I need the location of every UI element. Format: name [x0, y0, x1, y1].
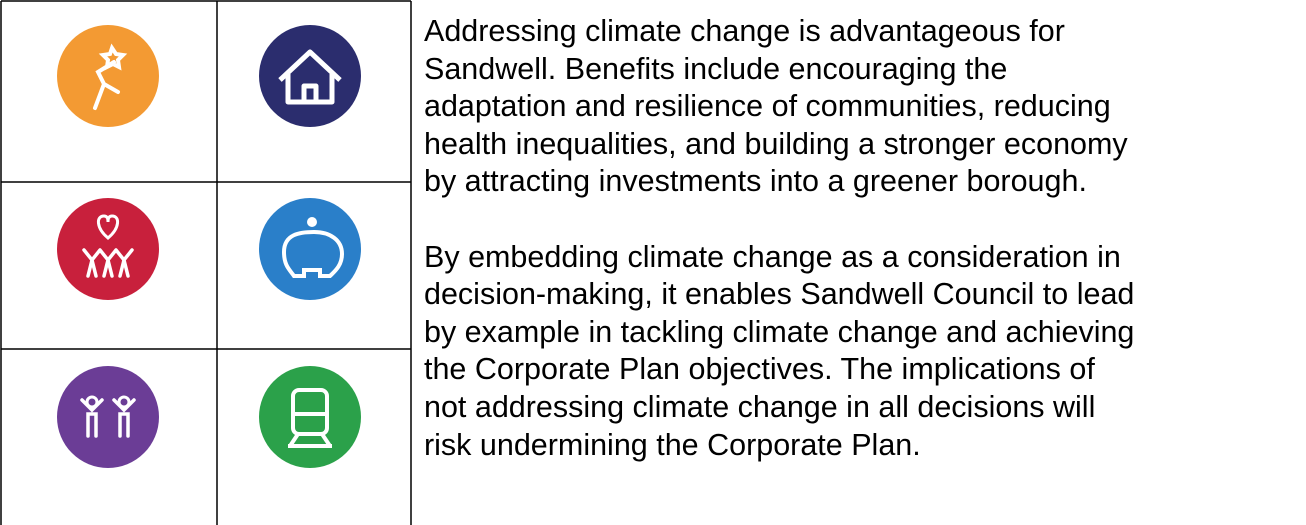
icon-community — [57, 198, 159, 300]
text-line: adaptation and resilience of communities… — [424, 89, 1111, 124]
text-line: risk undermining the Corporate Plan. — [424, 427, 921, 462]
table-borders — [0, 0, 412, 525]
icon-family — [57, 366, 159, 468]
text-line: Sandwell. Benefits include encouraging t… — [424, 51, 1008, 86]
text-line: decision-making, it enables Sandwell Cou… — [424, 277, 1135, 312]
text-line: health inequalities, and building a stro… — [424, 126, 1128, 161]
text-line: not addressing climate change in all dec… — [424, 390, 1096, 424]
text-line: by example in tackling climate change an… — [424, 314, 1135, 349]
icon-savings — [259, 198, 361, 300]
icon-transport — [259, 366, 361, 468]
text-line: Addressing climate change is advantageou… — [424, 14, 1065, 48]
icon-home — [259, 25, 361, 127]
text-line: by attracting investments into a greener… — [424, 164, 1087, 199]
text-line: the Corporate Plan objectives. The impli… — [424, 352, 1095, 387]
text-line: By embedding climate change as a conside… — [424, 239, 1121, 274]
icon-achieve — [57, 25, 159, 127]
